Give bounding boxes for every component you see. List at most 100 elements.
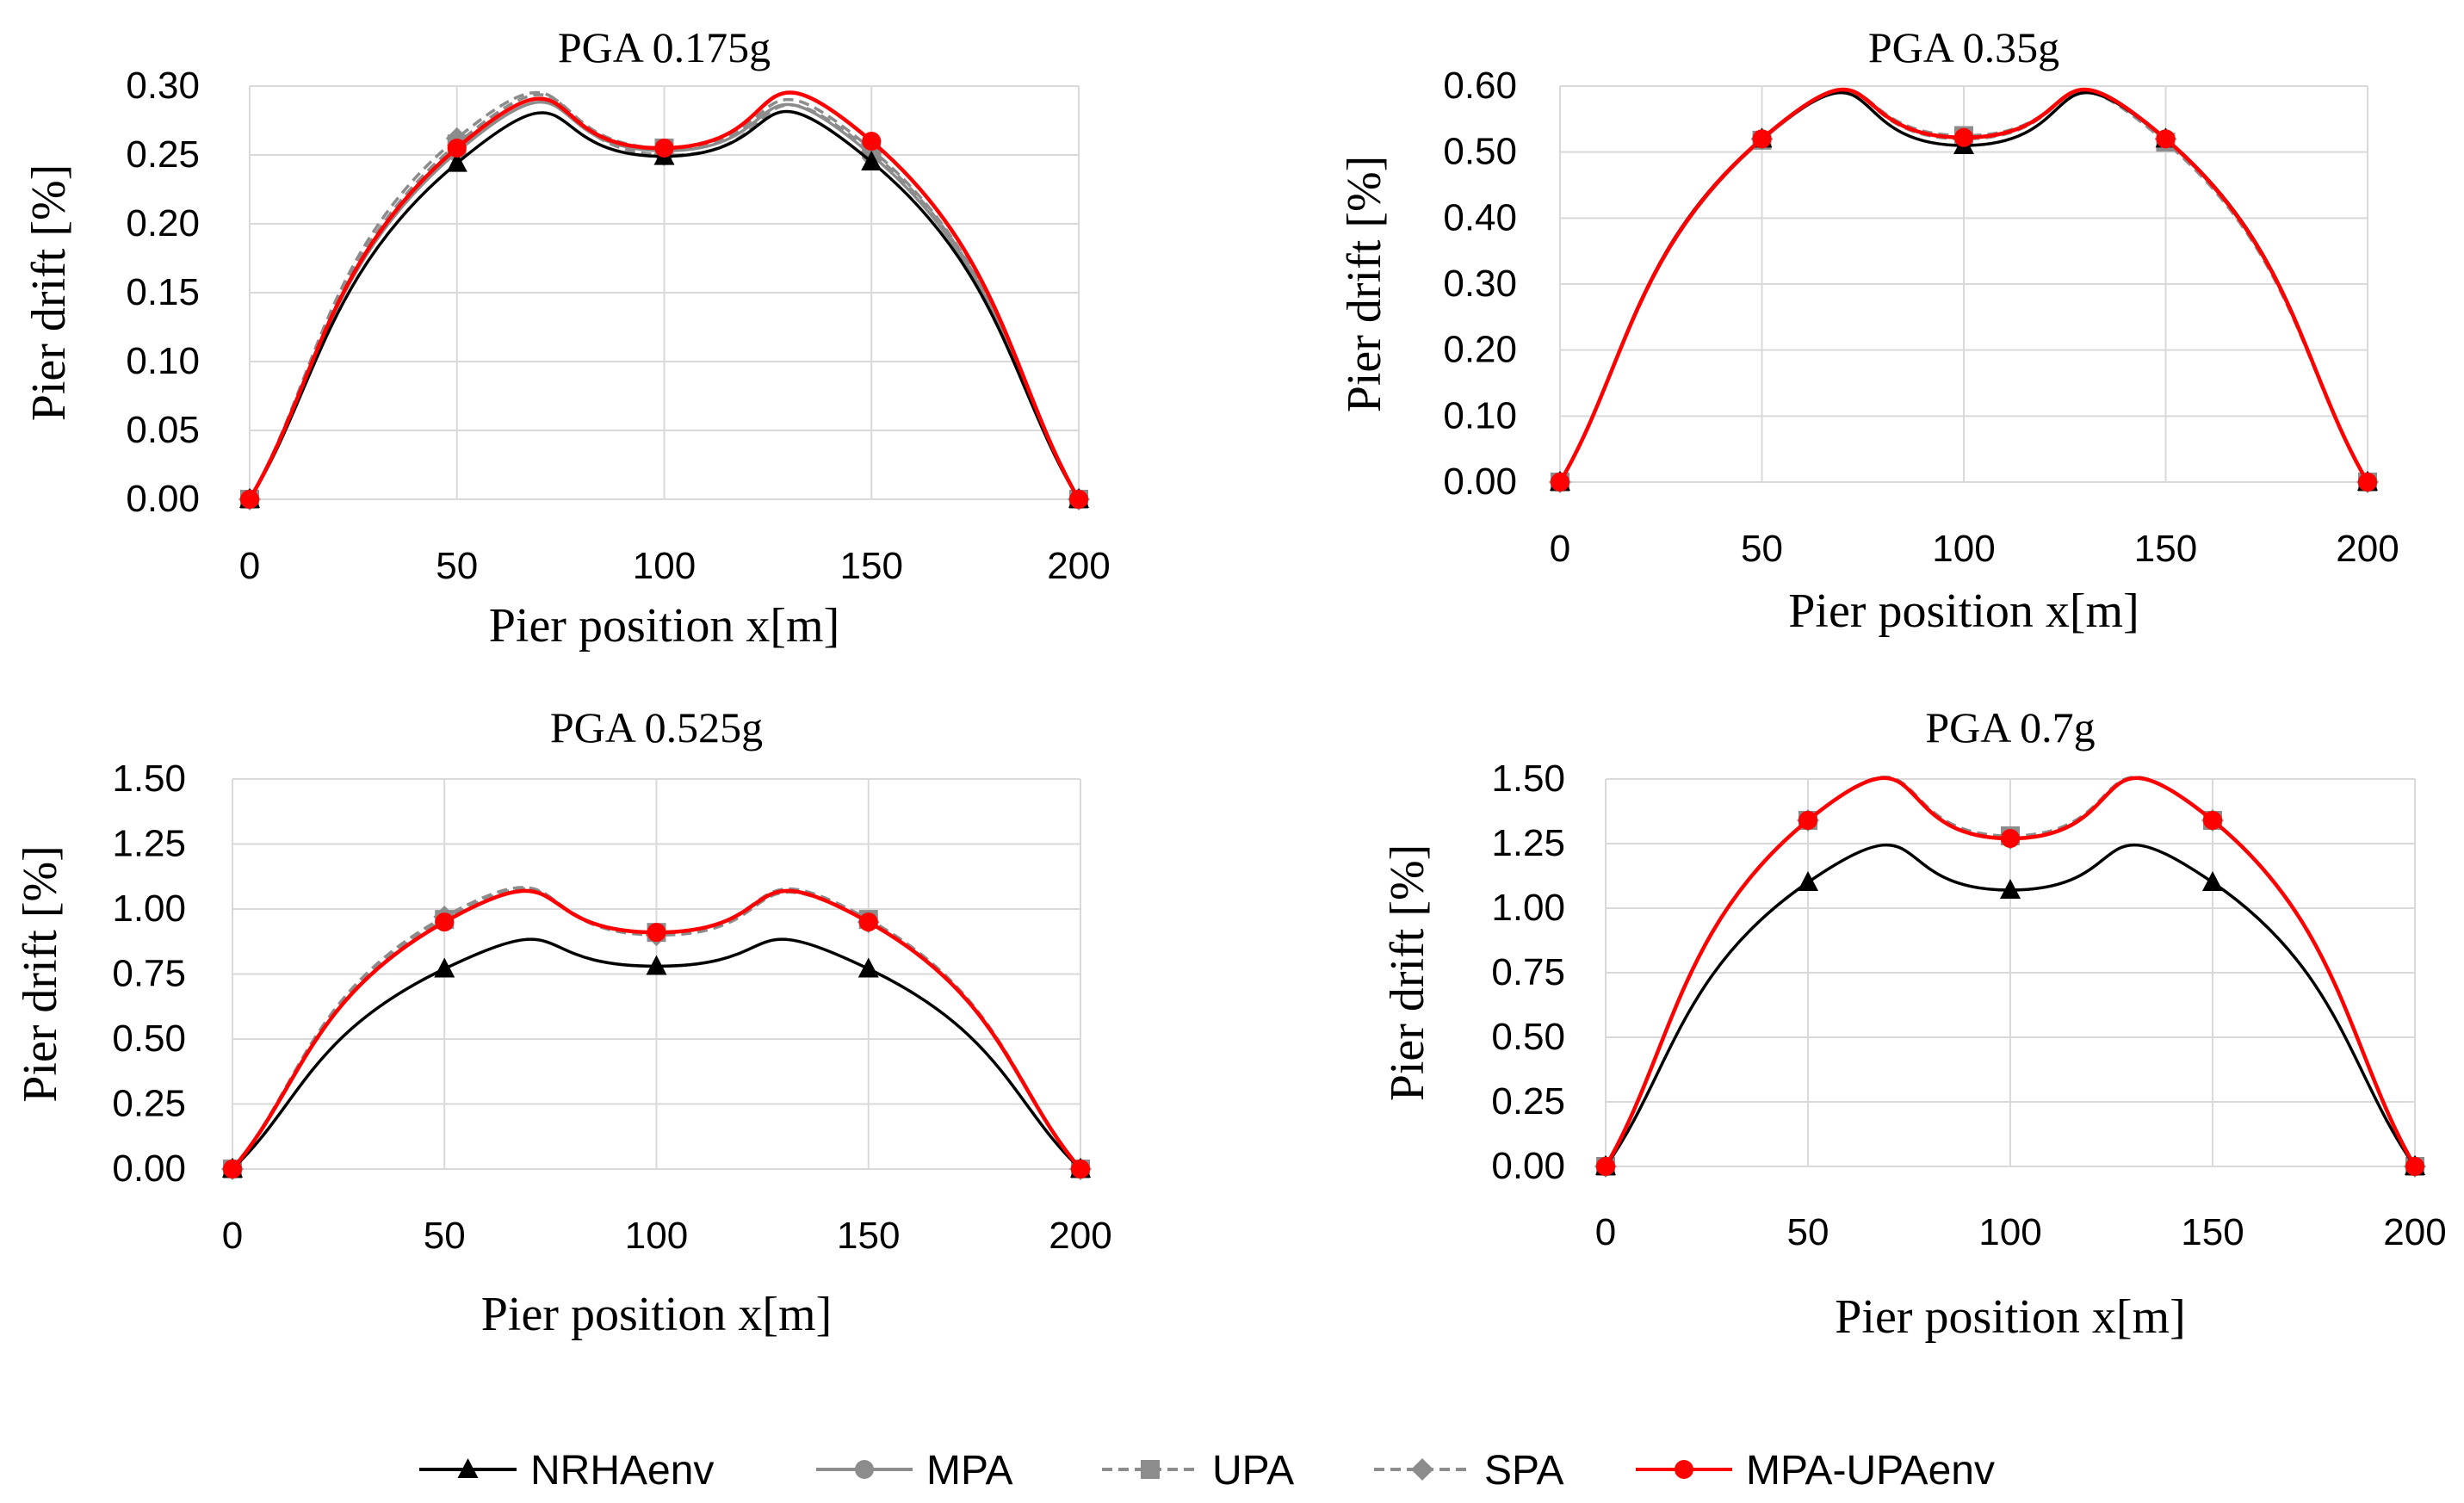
data-point [446,152,467,172]
data-point [1071,1160,1090,1178]
x-tick-label: 100 [633,545,696,587]
chart-title: PGA 0.35g [1868,23,2059,71]
y-tick-label: 0.10 [1443,394,1517,436]
legend-label: MPA-UPAenv [1746,1448,1995,1494]
y-tick-label: 0.00 [112,1147,186,1190]
data-point [858,912,878,932]
series-mpa-upaenv [1596,776,2424,1176]
data-point [434,957,455,978]
y-tick-label: 0.50 [1491,1016,1565,1058]
y-tick-label: 1.50 [112,758,186,800]
x-tick-label: 200 [1049,1215,1111,1257]
data-point [2405,1157,2424,1176]
y-tick-label: 0.15 [126,271,200,313]
x-tick-label: 150 [837,1215,900,1257]
data-point [1954,127,1973,147]
x-axis-label: Pier position x[m] [1788,584,2139,638]
data-point [1798,871,1818,891]
y-tick-label: 0.00 [1443,461,1517,503]
data-point [1596,1157,1615,1176]
x-tick-label: 50 [1787,1211,1829,1253]
data-point [861,151,882,170]
x-tick-label: 100 [625,1215,688,1257]
x-tick-label: 0 [1550,528,1570,570]
chart-title: PGA 0.525g [550,703,763,752]
legend-marker [1411,1458,1433,1481]
legend-marker [855,1460,874,1479]
x-tick-label: 150 [840,545,903,587]
y-tick-label: 0.00 [126,478,200,520]
data-point [223,1160,242,1178]
x-tick-label: 0 [239,545,260,587]
legend-label: UPA [1212,1448,1294,1494]
x-tick-label: 200 [1047,545,1110,587]
y-tick-label: 0.75 [112,953,186,995]
data-point [435,912,455,932]
y-tick-label: 0.30 [1443,263,1517,305]
data-point [646,955,667,975]
data-point [447,139,467,158]
y-tick-label: 0.25 [126,133,200,176]
data-point [1069,490,1088,509]
x-tick-label: 200 [2336,528,2399,570]
data-point [862,132,882,151]
legend-marker [457,1458,479,1478]
data-point [240,490,259,509]
legend-item-nrhaenv: NRHAenv [419,1448,714,1494]
data-point [1798,811,1817,830]
chart-panel-1: 0.00 0.05 0.10 0.15 0.20 0.25 0.30 0 50 100 150 200… [22,23,1111,653]
y-tick-label: 1.00 [112,888,186,930]
chart-panel-3: 0.00 0.25 0.50 0.75 1.00 1.25 1.50 0 50 100 150 200… [14,703,1112,1341]
chart-panel-2: 0.00 0.10 0.20 0.30 0.40 0.50 0.60 0 50 100 150 200… [1338,23,2399,638]
data-point [2000,879,2021,899]
data-point [2156,129,2176,149]
y-tick-label: 0.60 [1443,65,1517,107]
legend-item-upa: UPA [1102,1448,1294,1494]
x-tick-label: 150 [2181,1211,2244,1253]
y-axis-label: Pier drift [%] [14,845,67,1103]
data-point [2202,871,2223,891]
y-tick-label: 0.30 [126,65,200,107]
legend-marker [1675,1460,1693,1479]
y-tick-label: 1.00 [1491,887,1565,929]
series-mpa-upaenv [1551,87,2377,492]
y-tick-label: 1.25 [1491,822,1565,864]
chart-title: PGA 0.175g [558,23,771,71]
legend-item-spa: SPA [1374,1448,1563,1494]
y-tick-label: 0.20 [126,202,200,244]
legend-item-mpa: MPA [816,1448,1012,1494]
legend-item-mpa-upaenv: MPA-UPAenv [1636,1448,1995,1494]
x-tick-label: 100 [1978,1211,2041,1253]
legend-label: NRHAenv [530,1448,714,1494]
y-axis-label: Pier drift [%] [1381,844,1434,1102]
x-tick-label: 50 [1741,528,1783,570]
x-tick-label: 50 [436,545,478,587]
x-axis-label: Pier position x[m] [1835,1290,2186,1344]
x-axis-label: Pier position x[m] [489,599,840,653]
x-tick-label: 150 [2134,528,2197,570]
x-tick-label: 0 [222,1215,243,1257]
x-tick-label: 50 [424,1215,466,1257]
y-axis-label: Pier drift [%] [22,164,76,422]
legend-marker [1141,1460,1160,1479]
y-tick-label: 0.00 [1491,1145,1565,1187]
legend: NRHAenv MPA UPA SPA MPA-UPAenv [419,1448,1995,1494]
x-tick-label: 100 [1932,528,1995,570]
y-tick-label: 0.25 [112,1083,186,1125]
x-tick-label: 200 [2383,1211,2446,1253]
series-mpa-upaenv [240,90,1088,509]
legend-label: SPA [1484,1448,1563,1494]
y-tick-label: 0.20 [1443,329,1517,371]
chart-panel-4: 0.00 0.25 0.50 0.75 1.00 1.25 1.50 0 50 100 150 200… [1381,703,2447,1344]
data-point [2203,811,2222,830]
y-axis-label: Pier drift [%] [1338,156,1391,413]
y-tick-label: 0.75 [1491,951,1565,993]
series-mpa-upaenv [223,888,1090,1178]
data-point [647,923,666,943]
y-tick-label: 0.50 [1443,131,1517,173]
y-tick-label: 0.50 [112,1017,186,1060]
data-point [857,957,879,978]
x-axis-label: Pier position x[m] [481,1288,833,1341]
legend-label: MPA [926,1448,1012,1494]
